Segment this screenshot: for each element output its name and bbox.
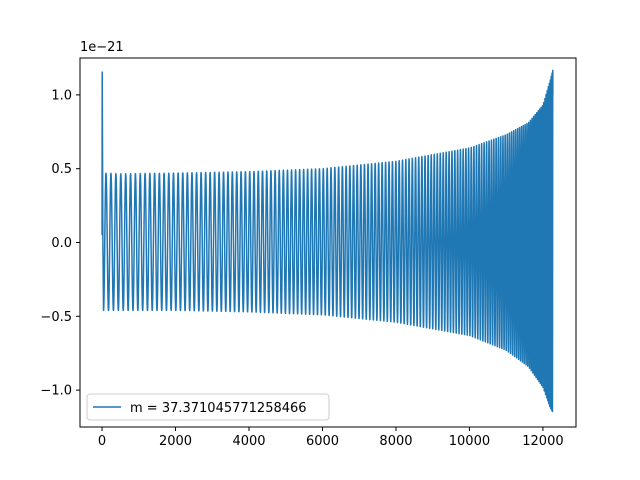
axes: 0 2000 4000 6000 8000 10000 12000 −1.0 −0.5 0.0 0.…: [40, 57, 577, 449]
x-tick-label: 4000: [232, 434, 265, 449]
legend-label: m = 37.371045771258466: [130, 401, 307, 416]
y-tick-label: 1.0: [51, 88, 72, 103]
legend-box: [86, 393, 330, 421]
legend: m = 37.371045771258466: [86, 393, 330, 421]
x-tick-label: 8000: [379, 434, 412, 449]
plot-area: [101, 69, 554, 413]
x-tick-label: 2000: [159, 434, 192, 449]
y-tick-label: 0.0: [51, 236, 72, 251]
series-line: [101, 69, 554, 413]
y-tick-label: −1.0: [40, 384, 72, 399]
x-tick-label: 0: [98, 434, 106, 449]
x-tick-label: 12000: [522, 434, 563, 449]
y-tick-label: −0.5: [40, 310, 72, 325]
y-offset-label: 1e−21: [80, 40, 124, 55]
y-tick-label: 0.5: [51, 162, 72, 177]
x-tick-label: 10000: [449, 434, 490, 449]
x-tick-label: 6000: [306, 434, 339, 449]
